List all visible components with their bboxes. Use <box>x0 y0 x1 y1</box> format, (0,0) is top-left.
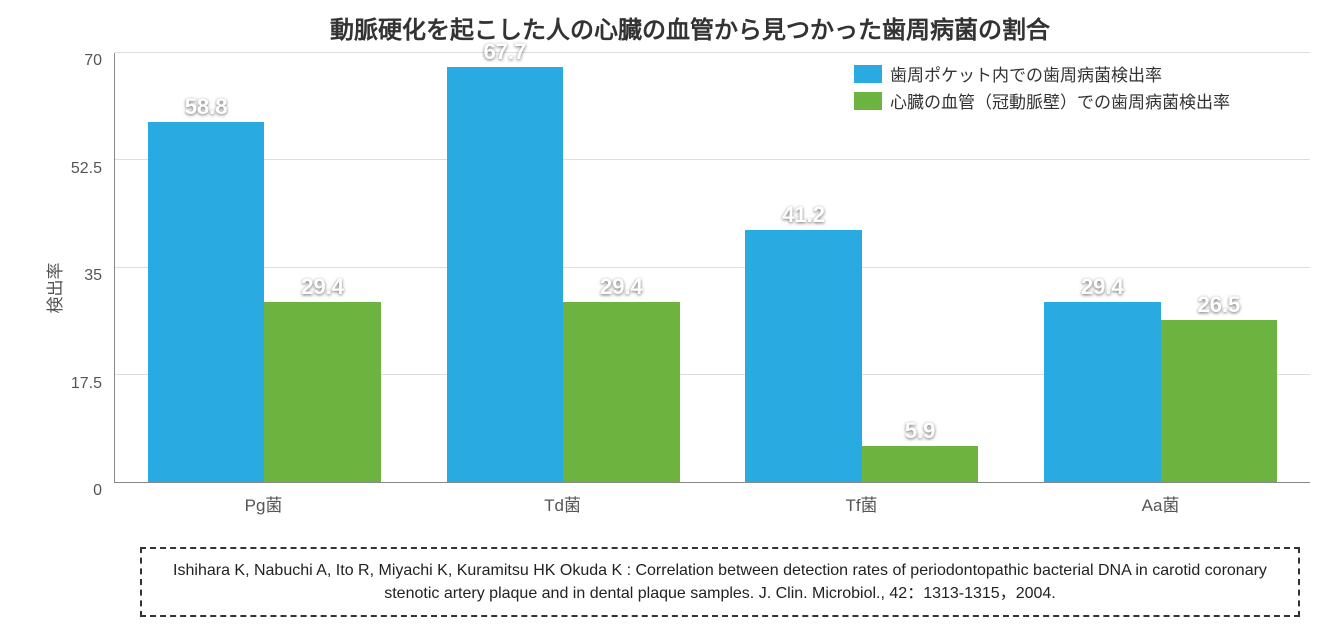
legend-swatch <box>854 65 882 83</box>
y-tick-label: 70 <box>84 52 102 70</box>
y-tick-label: 35 <box>84 267 102 285</box>
plot-area: 58.829.467.729.441.25.929.426.5 歯周ポケット内で… <box>114 53 1310 483</box>
bar: 67.7 <box>447 67 564 482</box>
citation-box: Ishihara K, Nabuchi A, Ito R, Miyachi K,… <box>140 547 1300 617</box>
x-axis-labels: Pg菌 Td菌 Tf菌 Aa菌 <box>114 491 1310 515</box>
x-tick-label: Pg菌 <box>245 491 283 516</box>
y-tick-label: 17.5 <box>71 375 102 393</box>
bar-value-label: 29.4 <box>563 274 680 300</box>
legend-swatch <box>854 92 882 110</box>
x-tick-label: Td菌 <box>544 491 581 516</box>
bar-value-label: 29.4 <box>1044 274 1161 300</box>
chart-title: 動脈硬化を起こした人の心臓の血管から見つかった歯周病菌の割合 <box>60 10 1320 45</box>
bar: 29.4 <box>563 302 680 482</box>
legend-label: 心臓の血管（冠動脈壁）での歯周病菌検出率 <box>890 88 1230 113</box>
bar-value-label: 29.4 <box>264 274 381 300</box>
bar: 58.8 <box>148 122 265 482</box>
bar-value-label: 58.8 <box>148 94 265 120</box>
y-axis-ticks: 0 17.5 35 52.5 70 <box>60 53 108 523</box>
bar: 41.2 <box>745 230 862 482</box>
y-tick-label: 0 <box>93 482 102 500</box>
x-tick-label: Aa菌 <box>1142 491 1180 516</box>
x-tick-label: Tf菌 <box>845 491 877 516</box>
legend-item: 歯周ポケット内での歯周病菌検出率 <box>854 61 1230 86</box>
chart-container: 動脈硬化を起こした人の心臓の血管から見つかった歯周病菌の割合 検出率 017.5… <box>60 10 1320 570</box>
legend-item: 心臓の血管（冠動脈壁）での歯周病菌検出率 <box>854 88 1230 113</box>
bar-value-label: 41.2 <box>745 202 862 228</box>
bar-value-label: 67.7 <box>447 39 564 65</box>
bar-value-label: 26.5 <box>1161 292 1278 318</box>
legend-label: 歯周ポケット内での歯周病菌検出率 <box>890 61 1162 86</box>
legend: 歯周ポケット内での歯周病菌検出率心臓の血管（冠動脈壁）での歯周病菌検出率 <box>854 61 1230 115</box>
bar: 29.4 <box>264 302 381 482</box>
bar: 5.9 <box>862 446 979 482</box>
plot-wrapper: 検出率 017.53552.570 58.829.467.729.441.25.… <box>60 53 1320 523</box>
bar-value-label: 5.9 <box>862 418 979 444</box>
bar: 29.4 <box>1044 302 1161 482</box>
bar: 26.5 <box>1161 320 1278 482</box>
bars-layer: 58.829.467.729.441.25.929.426.5 <box>115 53 1310 482</box>
y-tick-label: 52.5 <box>71 160 102 178</box>
